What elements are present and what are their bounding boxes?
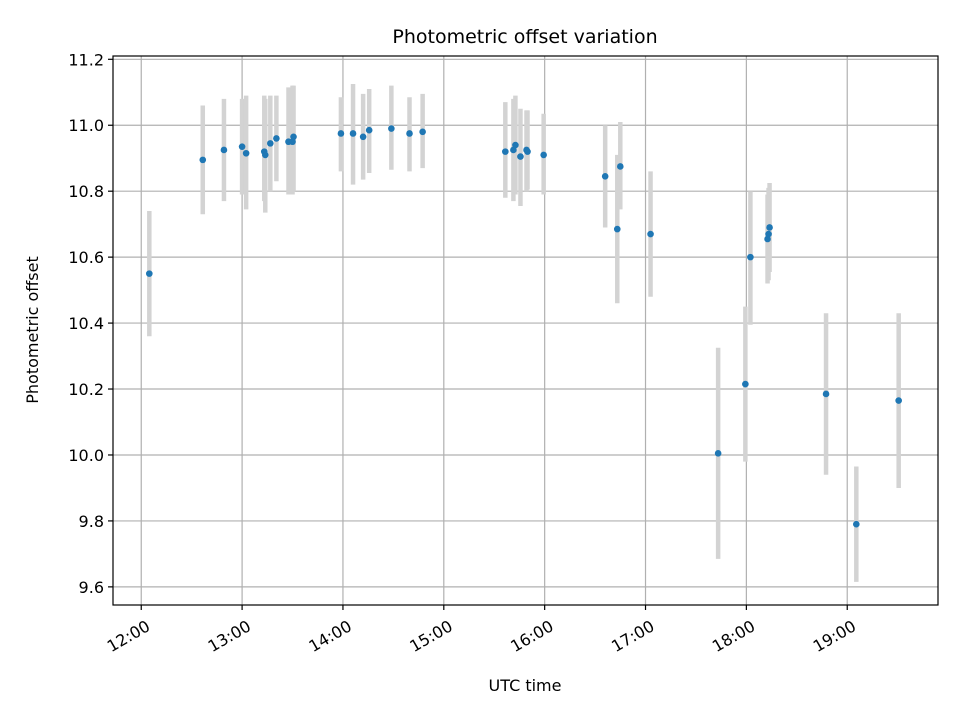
data-points <box>146 125 902 528</box>
data-point <box>419 128 426 136</box>
data-point <box>747 253 754 261</box>
y-axis-ticks: 9.6 9.8 10.0 10.2 10.4 10.6 10.8 11.0 11.2 <box>68 50 113 597</box>
data-point <box>406 130 413 137</box>
data-point <box>647 230 654 238</box>
data-point <box>764 235 771 243</box>
y-tick-label: 10.6 <box>68 248 104 267</box>
data-point <box>349 130 357 137</box>
y-tick-label: 10.0 <box>68 446 104 465</box>
y-tick-label: 10.4 <box>68 314 104 333</box>
data-point <box>261 151 269 159</box>
data-point <box>714 450 722 457</box>
chart-title: Photometric offset variation <box>392 26 657 48</box>
y-tick-label: 10.2 <box>68 380 104 399</box>
y-tick-label: 9.8 <box>79 512 104 531</box>
y-tick-label: 9.6 <box>79 578 104 597</box>
data-point <box>853 520 860 528</box>
y-tick-label: 11.0 <box>68 116 104 135</box>
x-axis-label: UTC time <box>489 676 562 695</box>
data-point <box>540 151 547 159</box>
data-point <box>895 397 902 404</box>
data-point <box>220 146 228 154</box>
y-tick-label: 11.2 <box>68 50 104 69</box>
data-point <box>742 380 749 388</box>
data-point <box>765 230 772 238</box>
data-point <box>242 149 250 157</box>
data-point <box>289 138 296 146</box>
data-point <box>524 148 531 155</box>
data-point <box>510 146 517 154</box>
y-axis-label: Photometric offset <box>23 256 42 404</box>
data-point <box>290 133 297 141</box>
data-point <box>601 173 609 180</box>
plot-frame <box>112 55 939 606</box>
data-point <box>365 126 373 134</box>
data-point <box>388 125 395 132</box>
data-point <box>199 156 207 164</box>
data-point <box>273 135 280 142</box>
data-point <box>613 225 621 233</box>
data-point <box>337 130 345 137</box>
data-point <box>238 143 246 150</box>
data-point <box>822 390 830 398</box>
data-point <box>146 270 153 277</box>
data-point <box>267 140 274 147</box>
data-point <box>617 163 624 170</box>
data-point <box>512 141 519 149</box>
data-point <box>359 133 367 141</box>
data-point <box>517 153 524 160</box>
y-tick-label: 10.8 <box>68 182 104 201</box>
data-point <box>502 148 509 155</box>
data-point <box>766 224 773 231</box>
